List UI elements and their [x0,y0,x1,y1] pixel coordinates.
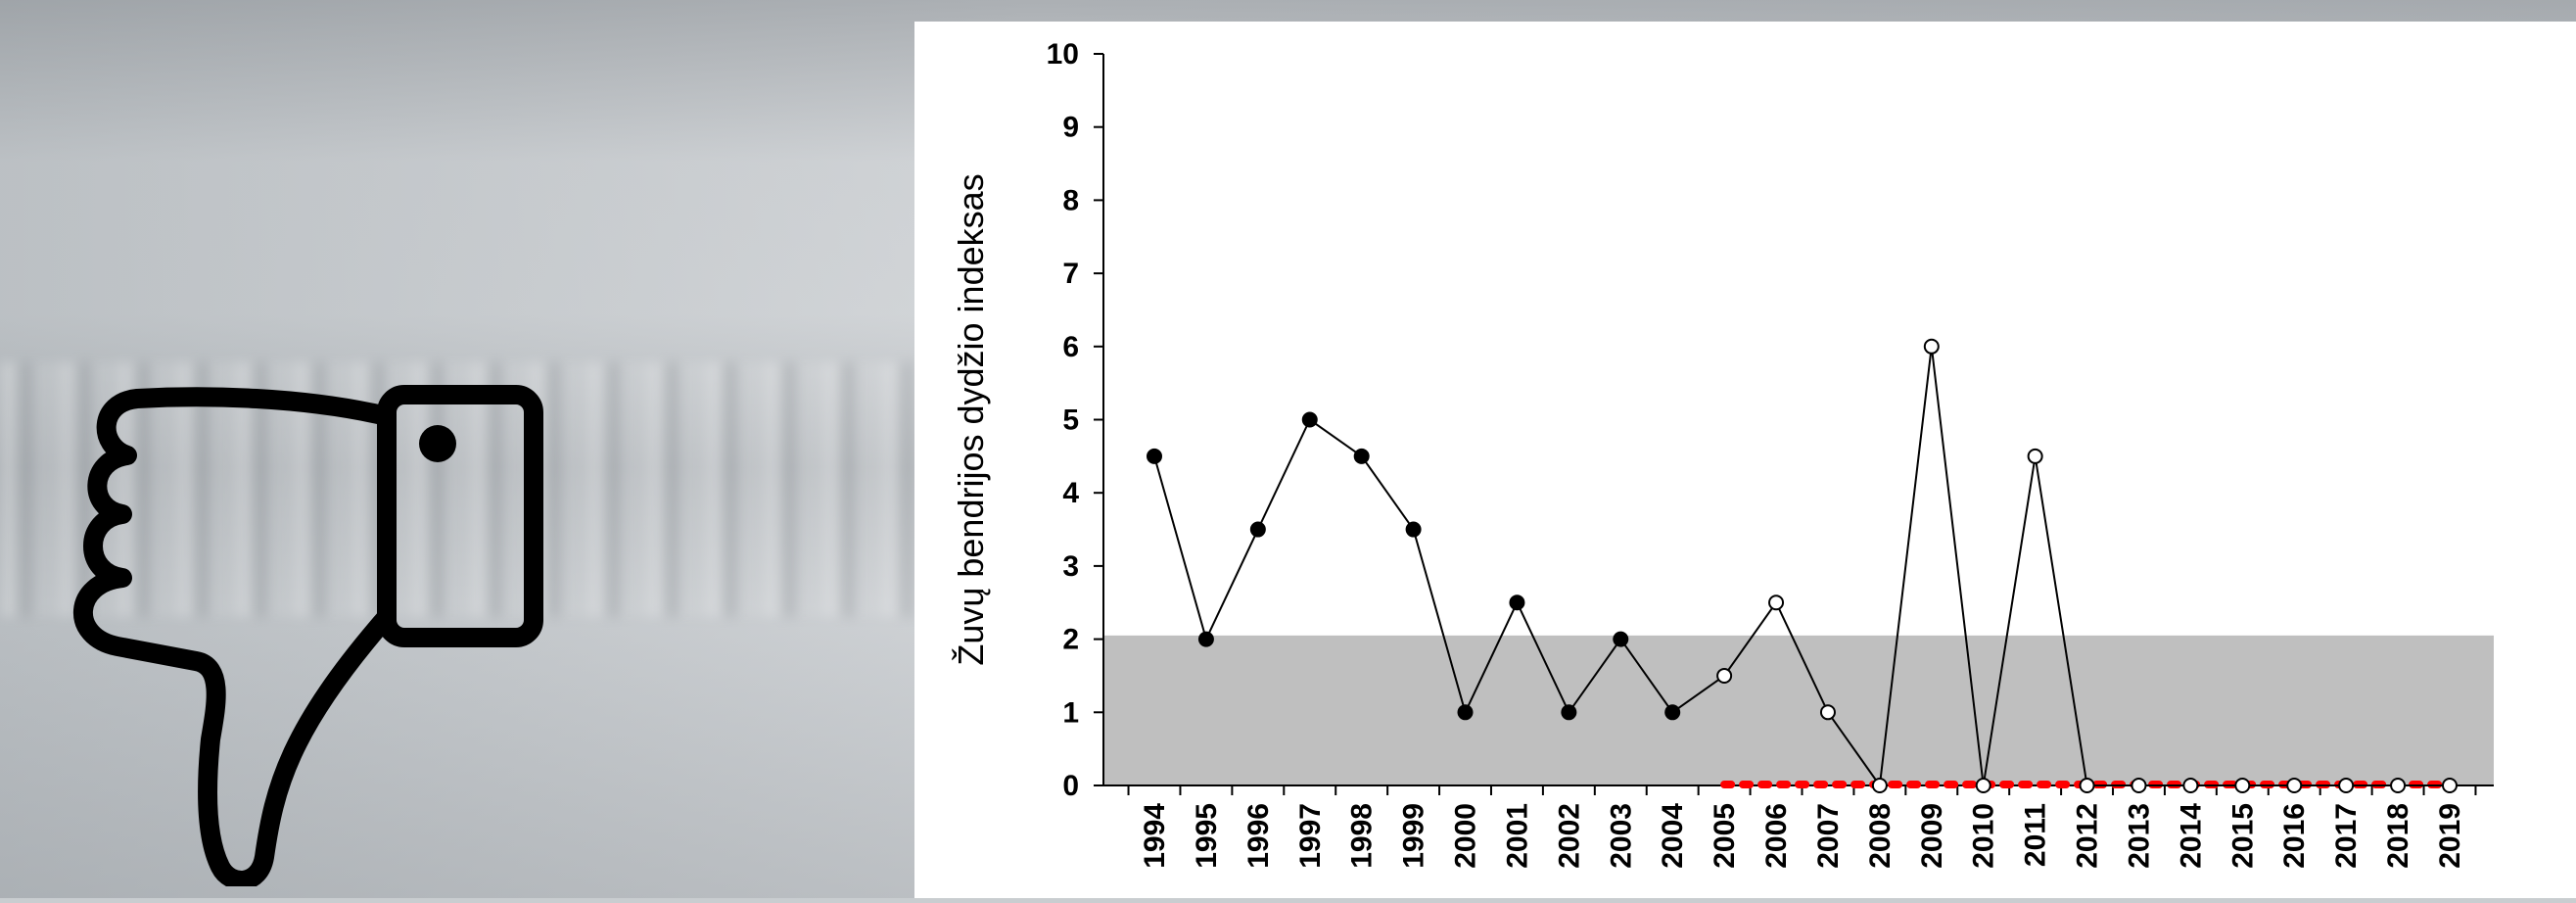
data-point [1509,594,1525,611]
data-point [1197,631,1214,647]
x-tick-label: 1998 [1346,803,1379,869]
x-tick-label: 1996 [1242,803,1275,869]
x-tick-label: 1994 [1139,803,1171,869]
data-point [1249,521,1266,538]
x-tick-label: 2008 [1864,803,1897,869]
data-point [1561,704,1577,721]
data-point [2286,778,2303,793]
y-ticks: 0 1 2 3 4 5 6 7 8 9 10 [1047,38,1103,802]
data-point [1923,338,1940,355]
x-tick-label: 2005 [1709,803,1741,869]
x-tick-label: 2018 [2382,803,2414,869]
data-point [2234,778,2251,793]
y-tick-label: 3 [1062,550,1079,583]
reference-band [1103,635,2494,785]
y-tick-label: 4 [1062,477,1079,509]
y-tick-label: 5 [1062,404,1079,437]
y-tick-label: 0 [1062,770,1079,802]
x-tick-label: 2013 [2123,803,2155,869]
data-point [1975,778,1991,793]
x-tick-label: 2017 [2330,803,2363,869]
x-tick-label: 2012 [2072,803,2104,869]
data-point [1457,704,1474,721]
data-point [2390,778,2407,793]
x-tick-label: 2004 [1657,803,1689,869]
x-tick-label: 2000 [1450,803,1482,869]
x-tick-label: 2006 [1760,803,1793,869]
series-points [1147,338,2458,793]
y-tick-label: 6 [1062,331,1079,363]
x-tick-label: 1997 [1294,803,1327,869]
data-point [1613,631,1629,647]
data-point [2027,448,2043,464]
x-tick-label: 2010 [1968,803,2000,869]
y-tick-label: 2 [1062,624,1079,656]
data-point [1664,704,1681,721]
x-tick-label: 2007 [1812,803,1845,869]
x-tick-label: 2011 [2020,803,2052,867]
chart-panel: 0 1 2 3 4 5 6 7 8 9 10 1994 1995 1996 1997 1998 1999 200… [914,22,2576,898]
data-point [1353,448,1370,464]
data-point [1405,521,1422,538]
x-tick-label: 1999 [1398,803,1430,869]
data-point [1301,411,1318,428]
x-tick-label: 2016 [2278,803,2311,869]
data-point [1716,667,1733,684]
data-point [1768,594,1785,611]
line-chart: 0 1 2 3 4 5 6 7 8 9 10 1994 1995 1996 1997 1998 1999 200… [951,38,2494,869]
y-tick-label: 9 [1062,112,1079,144]
data-point [2131,778,2147,793]
data-point [2182,778,2199,793]
thumbs-down-icon [72,385,543,886]
y-tick-label: 1 [1062,696,1079,729]
x-tick-label: 2014 [2175,803,2207,869]
data-point [2442,778,2458,793]
x-tick-label: 2019 [2434,803,2466,869]
y-tick-label: 8 [1062,184,1079,216]
x-tick-label: 2002 [1553,803,1585,869]
x-ticks: 1994 1995 1996 1997 1998 1999 2000 2001 2002 2003… [1127,785,2477,869]
data-point [2079,778,2095,793]
x-tick-label: 2001 [1501,803,1533,869]
y-tick-label: 10 [1047,38,1079,71]
y-axis-label: Žuvų bendrijos dydžio indeksas [951,173,991,665]
x-tick-label: 2015 [2226,803,2259,869]
series-line [1153,346,2450,788]
data-point [1819,704,1836,721]
y-tick-label: 7 [1062,258,1079,290]
x-tick-label: 2009 [1916,803,1948,869]
data-point [1871,778,1888,793]
x-tick-label: 2003 [1605,803,1637,869]
data-point [1147,448,1162,464]
x-tick-label: 1995 [1191,803,1223,869]
data-point [2338,778,2355,793]
